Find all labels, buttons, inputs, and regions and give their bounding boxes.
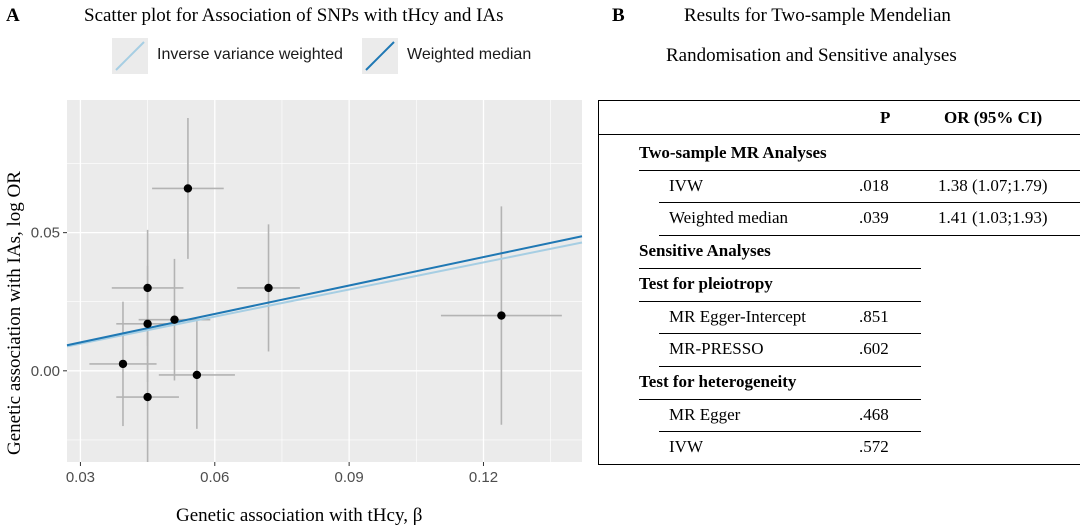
table-row-label: MR Egger-Intercept — [669, 306, 807, 326]
table-row-rule — [639, 267, 921, 269]
table-row-label: MR-PRESSO — [669, 339, 764, 359]
table-header-rule — [598, 134, 1080, 135]
y-tick-label: 0.00 — [31, 363, 60, 380]
table-row-rule — [659, 431, 921, 433]
table-row-p-value: .468 — [859, 404, 889, 424]
table-row-label: Weighted median — [669, 208, 789, 228]
data-point — [170, 315, 179, 324]
ivw-line — [66, 241, 583, 348]
table-row-rule — [659, 365, 921, 367]
table-row-rule — [639, 169, 1080, 171]
table-row-p-value: .018 — [859, 175, 889, 195]
x-tick-label: 0.12 — [469, 469, 498, 486]
legend-key-ivw — [112, 38, 148, 74]
panel-b-title-line2: Randomisation and Sensitive analyses — [666, 45, 957, 66]
panel-a-title: Scatter plot for Association of SNPs wit… — [84, 5, 504, 26]
data-point — [143, 283, 152, 293]
chart-legend: Inverse variance weighted Weighted media… — [112, 36, 562, 76]
legend-label-ivw: Inverse variance weighted — [157, 46, 343, 63]
table-section-label: Two-sample MR Analyses — [639, 143, 827, 162]
table-row-or-ci: 1.41 (1.03;1.93) — [938, 208, 1048, 228]
table-row-label: MR Egger — [669, 404, 741, 424]
x-axis-label: Genetic association with tHcy, β — [176, 505, 423, 526]
table-header-p: P — [880, 108, 891, 127]
table-section-label: Test for heterogeneity — [639, 371, 797, 391]
panel-b-title-line1: Results for Two-sample Mendelian — [684, 5, 951, 26]
x-tick-label: 0.06 — [200, 469, 229, 486]
data-point — [143, 319, 152, 329]
table-section-label: Sensitive Analyses — [639, 241, 771, 261]
weighted-median-line — [66, 235, 583, 347]
table-header-or: OR (95% CI) — [944, 108, 1043, 127]
data-point — [118, 359, 128, 369]
data-point — [264, 283, 273, 293]
data-point — [497, 311, 506, 320]
data-point — [183, 184, 193, 193]
table-row-rule — [639, 300, 921, 302]
data-point — [192, 370, 202, 380]
table-row-p-value: .851 — [859, 306, 889, 326]
table-row-label: IVW — [669, 175, 703, 195]
legend-label-weighted-median: Weighted median — [407, 46, 532, 63]
data-point — [143, 392, 152, 402]
table-row-p-value: .039 — [859, 208, 889, 228]
x-tick-label: 0.03 — [66, 469, 95, 486]
scatter-plot: 0.03 0.06 0.09 0.12 0.00 0.05 — [31, 100, 583, 486]
y-tick-label: 0.05 — [31, 225, 60, 242]
table-row-rule — [659, 235, 1080, 237]
x-tick-label: 0.09 — [335, 469, 364, 486]
panel-a-letter: A — [6, 5, 20, 26]
table-row-label: IVW — [669, 437, 703, 457]
legend-swatch-weighted-median — [365, 41, 395, 71]
table-section-label: Test for pleiotropy — [639, 273, 773, 293]
results-table — [598, 100, 1080, 465]
y-axis-label: Genetic association with IAs, log OR — [4, 171, 25, 455]
table-row-rule — [639, 398, 921, 400]
table-row-rule — [659, 333, 921, 335]
panel-b-letter: B — [612, 5, 625, 26]
legend-swatch-ivw — [115, 41, 145, 71]
legend-key-weighted-median — [362, 38, 398, 74]
table-row-rule — [659, 202, 1080, 204]
table-row-or-ci: 1.38 (1.07;1.79) — [938, 175, 1048, 195]
table-row-p-value: .572 — [859, 437, 889, 457]
table-row-p-value: .602 — [859, 339, 889, 359]
plot-panel-background — [67, 100, 582, 462]
